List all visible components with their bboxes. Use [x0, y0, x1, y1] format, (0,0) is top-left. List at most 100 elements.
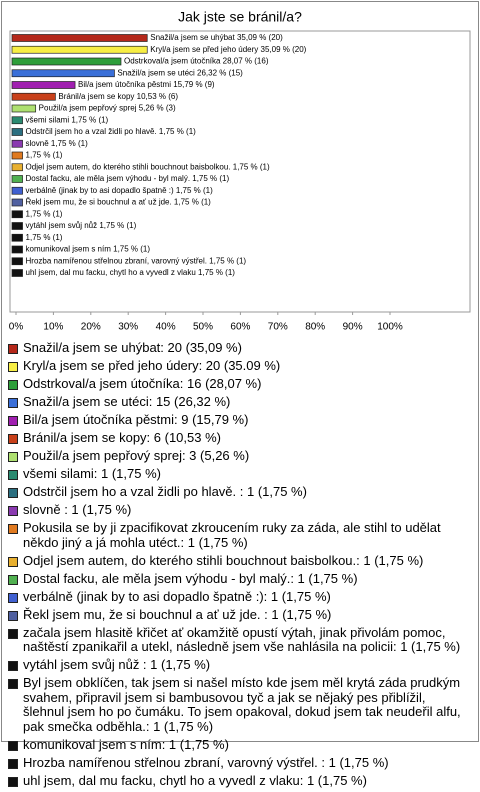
legend-swatch	[8, 524, 18, 534]
bar	[11, 233, 23, 242]
legend-item: Byl jsem obklíčen, tak jsem si našel mís…	[8, 675, 470, 734]
bar-label: Dostal facku, ale měla jsem výhodu - byl…	[26, 174, 230, 183]
bar-label: Odstrkoval/a jsem útočníka 28,07 % (16)	[124, 57, 269, 66]
legend-item: všemi silami: 1 (1,75 %)	[8, 466, 470, 482]
legend-label: Byl jsem obklíčen, tak jsem si našel mís…	[23, 675, 461, 734]
x-tick-label: 10%	[43, 322, 63, 333]
x-tick-label: 0%	[9, 322, 24, 333]
legend-item: vytáhl jsem svůj nůž : 1 (1,75 %)	[8, 657, 470, 673]
bar	[11, 116, 23, 125]
legend-item: Bil/a jsem útočníka pěstmi: 9 (15,79 %)	[8, 412, 470, 428]
bar	[11, 175, 23, 183]
legend-swatch	[8, 610, 18, 621]
legend-label: Použil/a jsem pepřový sprej: 3 (5,26 %)	[23, 448, 250, 463]
legend-swatch	[8, 488, 18, 498]
bar-label: Odjel jsem autem, do kterého stihli bouc…	[26, 162, 270, 171]
legend-item: slovně : 1 (1,75 %)	[8, 502, 470, 518]
bar	[11, 81, 76, 89]
legend-item: Pokusila se by ji zpacifikovat zkroucení…	[8, 520, 470, 550]
bar-label: Řekl jsem mu, že si bouchnul a ať už jde…	[26, 198, 212, 207]
x-tick-label: 30%	[118, 322, 138, 333]
bar-label: Bil/a jsem útočníka pěstmi 15,79 % (9)	[78, 80, 215, 89]
legend-label: Snažil/a jsem se uhýbat: 20 (35,09 %)	[23, 340, 242, 355]
legend-item: komunikoval jsem s ním: 1 (1,75 %)	[8, 736, 470, 753]
legend-item: Snažil/a jsem se uhýbat: 20 (35,09 %)	[8, 340, 470, 356]
bar-label: vytáhl jsem svůj nůž 1,75 % (1)	[26, 221, 137, 230]
bar-label: 1,75 % (1)	[26, 233, 63, 242]
legend-label: komunikoval jsem s ním: 1 (1,75 %)	[23, 736, 229, 752]
legend-item: Odjel jsem autem, do kterého stihli bouc…	[8, 552, 470, 569]
chart: Jak jste se bránil/a? 0% 10% 20% 30% 40% 50% 6…	[9, 9, 471, 333]
bar	[11, 104, 37, 113]
legend-label: Pokusila se by ji zpacifikovat zkroucení…	[23, 520, 441, 550]
legend-label: začala jsem hlasitě křičet ať okamžitě o…	[23, 624, 461, 654]
legend-swatch	[8, 398, 18, 408]
bar	[11, 210, 23, 219]
bar	[11, 45, 148, 54]
legend-label: Odstrkoval/a jsem útočníka: 16 (28,07 %)	[23, 376, 262, 391]
bar	[11, 57, 122, 66]
bar-label: všemi silami 1,75 % (1)	[26, 115, 109, 124]
legend-label: Odjel jsem autem, do kterého stihli bouc…	[23, 552, 424, 568]
bar-label: Použil/a jsem pepřový sprej 5,26 % (3)	[39, 104, 176, 113]
legend-label: Hrozba namířenou střelnou zbraní, varovn…	[23, 754, 389, 770]
legend-swatch	[8, 380, 18, 390]
legend-item: Hrozba namířenou střelnou zbraní, varovn…	[8, 754, 470, 771]
legend-swatch	[8, 661, 18, 671]
x-tick-label: 90%	[343, 322, 363, 333]
legend-item: Bránil/a jsem se kopy: 6 (10,53 %)	[8, 430, 470, 446]
legend-label: slovně : 1 (1,75 %)	[23, 502, 132, 517]
legend-item: Řekl jsem mu, že si bouchnul a ať už jde…	[8, 606, 470, 623]
x-tick-label: 20%	[81, 322, 101, 333]
x-tick-label: 40%	[156, 322, 176, 333]
bar-label: 1,75 % (1)	[26, 151, 63, 160]
legend-swatch	[8, 470, 18, 480]
legend-label: vytáhl jsem svůj nůž : 1 (1,75 %)	[23, 657, 211, 672]
bar	[11, 92, 56, 101]
bar	[11, 163, 23, 172]
legend-label: Řekl jsem mu, že si bouchnul a ať už jde…	[23, 606, 332, 622]
bar-label: 1,75 % (1)	[26, 209, 63, 218]
legend-swatch	[8, 434, 18, 444]
legend-swatch	[8, 574, 18, 585]
bar-label: Kryl/a jsem se před jeho údery 35,09 % (…	[150, 45, 306, 54]
legend-item: Odstrčil jsem ho a vzal židli po hlavě. …	[8, 484, 470, 500]
legend-label: všemi silami: 1 (1,75 %)	[23, 466, 161, 481]
legend-label: uhl jsem, dal mu facku, chytl ho a vyved…	[23, 772, 367, 788]
legend-swatch	[8, 506, 18, 516]
legend-swatch	[8, 344, 18, 354]
x-tick-label: 70%	[268, 322, 288, 333]
bar-label: Snažil/a jsem se utéci 26,32 % (15)	[117, 68, 243, 77]
legend-item: Použil/a jsem pepřový sprej: 3 (5,26 %)	[8, 448, 470, 464]
bar-label: uhl jsem, dal mu facku, chytl ho a vyved…	[26, 268, 236, 277]
legend-label: Snažil/a jsem se utéci: 15 (26,32 %)	[23, 394, 231, 409]
legend-item: verbálně (jinak by to asi dopadlo špatně…	[8, 589, 470, 605]
bar	[11, 128, 23, 136]
bar	[11, 186, 23, 195]
legend-swatch	[8, 556, 18, 567]
legend-item: Kryl/a jsem se před jeho údery: 20 (35.0…	[8, 358, 470, 374]
legend-swatch	[8, 416, 18, 426]
bar	[11, 257, 23, 266]
legend-label: Kryl/a jsem se před jeho údery: 20 (35.0…	[23, 358, 281, 373]
legend-swatch	[8, 628, 18, 639]
bar-label: verbálně (jinak by to asi dopadlo špatně…	[26, 186, 214, 195]
legend-swatch	[8, 592, 18, 603]
legend-swatch	[8, 362, 18, 372]
bar-label: slovně 1,75 % (1)	[26, 139, 89, 148]
legend: Snažil/a jsem se uhýbat: 20 (35,09 %) Kry…	[8, 340, 470, 792]
chart-frame	[1, 1, 479, 742]
bar-label: Snažil/a jsem se uhýbat 35,09 % (20)	[150, 33, 283, 42]
bar-label: komunikoval jsem s ním 1,75 % (1)	[26, 245, 151, 254]
x-tick-label: 80%	[305, 322, 325, 333]
bar	[11, 139, 23, 148]
bar-label: Bránil/a jsem se kopy 10,53 % (6)	[58, 92, 178, 101]
x-tick-label: 50%	[193, 322, 213, 333]
legend-swatch	[8, 679, 18, 689]
bar	[11, 198, 23, 207]
legend-swatch	[8, 758, 18, 769]
legend-item: uhl jsem, dal mu facku, chytl ho a vyved…	[8, 772, 470, 789]
legend-label: Bránil/a jsem se kopy: 6 (10,53 %)	[23, 430, 221, 445]
legend-item: začala jsem hlasitě křičet ať okamžitě o…	[8, 624, 470, 655]
legend-item: Snažil/a jsem se utéci: 15 (26,32 %)	[8, 394, 470, 410]
